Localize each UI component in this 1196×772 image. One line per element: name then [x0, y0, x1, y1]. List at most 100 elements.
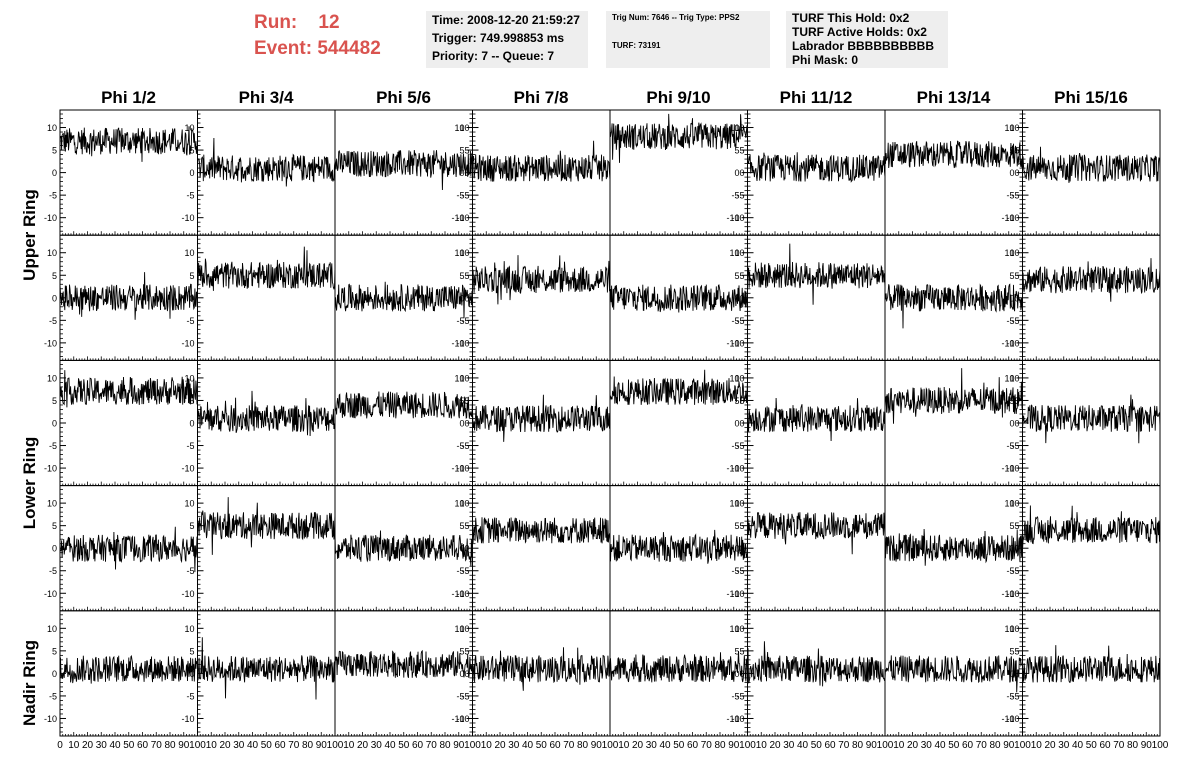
- y-tick-label: 10: [734, 123, 744, 133]
- y-tick-label: 10: [729, 499, 739, 509]
- y-tick-label: -10: [456, 714, 469, 724]
- x-tick-label: 80: [439, 740, 451, 751]
- y-tick-label: -5: [186, 441, 194, 451]
- waveform-trace: [59, 272, 198, 320]
- y-tick-label: 0: [734, 544, 739, 554]
- trig-info-box: Trig Num: 7646 -- Trig Type: PPS2 TURF: …: [606, 11, 770, 68]
- x-tick-label: 30: [96, 740, 108, 751]
- y-tick-label: -10: [1006, 464, 1019, 474]
- labrador-text: Labrador BBBBBBBBBB: [792, 39, 935, 53]
- x-tick-label: 20: [1044, 740, 1056, 751]
- y-tick-label: 10: [47, 248, 57, 258]
- y-tick-label: 10: [454, 248, 464, 258]
- y-tick-label: -5: [461, 191, 469, 201]
- y-tick-label: 0: [1014, 669, 1019, 679]
- y-tick-label: 10: [47, 123, 57, 133]
- y-tick-label: 0: [189, 544, 194, 554]
- y-tick-label: 5: [1014, 646, 1019, 656]
- y-tick-label: 5: [734, 146, 739, 156]
- y-tick-label: 10: [184, 499, 194, 509]
- y-tick-label: 10: [729, 624, 739, 634]
- y-tick-label: 5: [189, 271, 194, 281]
- y-tick-label: -10: [456, 213, 469, 223]
- panel-frame: [472, 234, 611, 361]
- x-tick-label: 40: [797, 740, 809, 751]
- x-tick-label: 80: [577, 740, 589, 751]
- y-tick-label: -10: [726, 464, 739, 474]
- y-tick-label: -10: [1006, 338, 1019, 348]
- time-text: Time: 2008-12-20 21:59:27: [432, 13, 580, 27]
- y-tick-label: -10: [1001, 464, 1014, 474]
- y-tick-label: 0: [464, 544, 469, 554]
- y-tick-label: 5: [1009, 646, 1014, 656]
- y-tick-label: 10: [1009, 499, 1019, 509]
- waveform-trace: [472, 394, 611, 442]
- y-tick-label: 0: [739, 544, 744, 554]
- y-tick-label: 0: [459, 669, 464, 679]
- y-tick-label: -10: [726, 213, 739, 223]
- y-tick-label: -10: [44, 464, 57, 474]
- y-tick-label: 0: [189, 419, 194, 429]
- waveform-trace: [747, 243, 886, 305]
- x-tick-label: 50: [398, 740, 410, 751]
- waveform-trace: [884, 528, 1023, 566]
- y-tick-label: -5: [49, 191, 57, 201]
- y-tick-label: 5: [52, 146, 57, 156]
- x-tick-label: 10: [68, 740, 80, 751]
- y-tick-label: 0: [52, 168, 57, 178]
- panel-frame: [1022, 234, 1161, 361]
- y-tick-label: 10: [459, 373, 469, 383]
- y-tick-label: -10: [1001, 338, 1014, 348]
- time-info-box: Time: 2008-12-20 21:59:27 Trigger: 749.9…: [426, 11, 588, 68]
- y-tick-label: 0: [734, 168, 739, 178]
- x-tick-label: 30: [233, 740, 245, 751]
- x-tick-label: 100: [1152, 740, 1169, 751]
- y-tick-label: -5: [731, 691, 739, 701]
- y-tick-label: -10: [456, 464, 469, 474]
- y-tick-label: 5: [739, 646, 744, 656]
- y-tick-label: -5: [1006, 191, 1014, 201]
- waveform-trace: [472, 516, 611, 544]
- y-tick-label: -10: [1001, 714, 1014, 724]
- x-tick-label: 80: [714, 740, 726, 751]
- waveform-trace: [334, 530, 473, 567]
- x-tick-label: 90: [866, 740, 878, 751]
- x-tick-label: 50: [811, 740, 823, 751]
- y-tick-label: -10: [731, 714, 744, 724]
- panel-frame: [59, 359, 198, 487]
- x-tick-label: 50: [536, 740, 548, 751]
- x-tick-label: 90: [1141, 740, 1153, 751]
- y-tick-label: 10: [1004, 499, 1014, 509]
- y-tick-label: 0: [734, 419, 739, 429]
- y-tick-label: 5: [459, 271, 464, 281]
- y-tick-label: -10: [44, 213, 57, 223]
- y-tick-label: 5: [739, 521, 744, 531]
- x-tick-label: 20: [632, 740, 644, 751]
- x-tick-label: 0: [57, 740, 63, 751]
- waveform-trace: [1022, 645, 1161, 683]
- x-tick-label: 40: [522, 740, 534, 751]
- y-tick-label: -10: [451, 338, 464, 348]
- priority-text: Priority: 7 -- Queue: 7: [432, 49, 555, 63]
- waveform-trace: [1022, 146, 1161, 183]
- y-tick-label: -5: [1011, 191, 1019, 201]
- y-tick-label: 5: [189, 146, 194, 156]
- waveform-trace: [747, 512, 886, 555]
- y-tick-label: 10: [729, 373, 739, 383]
- y-tick-label: -5: [1006, 316, 1014, 326]
- y-tick-label: -5: [736, 316, 744, 326]
- x-tick-label: 20: [219, 740, 231, 751]
- x-tick-label: 50: [123, 740, 135, 751]
- y-tick-label: -5: [186, 316, 194, 326]
- y-tick-label: 10: [459, 624, 469, 634]
- y-tick-label: -5: [461, 441, 469, 451]
- turf-hold-text: TURF This Hold: 0x2: [792, 11, 910, 25]
- y-tick-label: 0: [1009, 419, 1014, 429]
- y-tick-label: -10: [181, 338, 194, 348]
- y-tick-label: -10: [1006, 714, 1019, 724]
- waveform-trace: [59, 126, 198, 162]
- event-value: 544482: [317, 38, 381, 59]
- x-tick-label: 80: [164, 740, 176, 751]
- x-tick-label: 40: [1072, 740, 1084, 751]
